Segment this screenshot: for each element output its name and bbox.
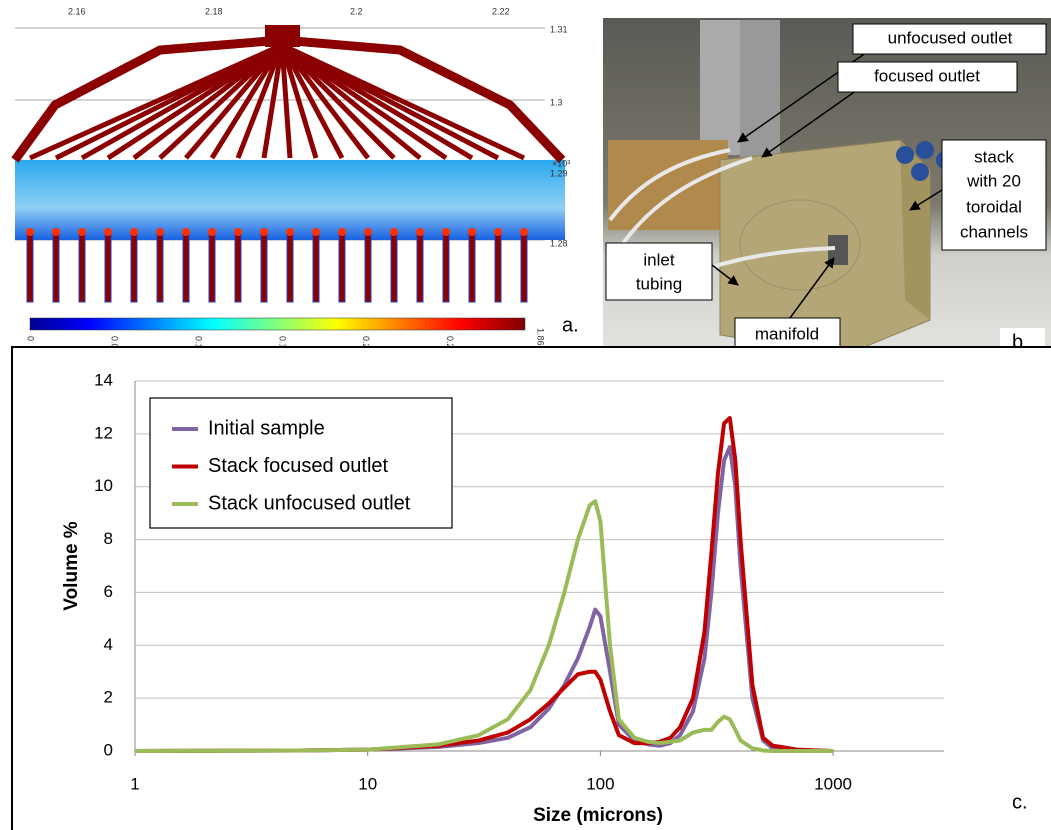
panel-b: unfocused outlet focused outlet stack wi… xyxy=(603,18,1051,358)
legend-label: Initial sample xyxy=(208,417,325,439)
colorbar-tick-label: 0 xyxy=(26,336,36,341)
annotation: with 20 xyxy=(966,171,1021,190)
outlet-tube xyxy=(27,232,33,302)
outlet-tube xyxy=(131,232,137,302)
x-tick-label: 2.16 xyxy=(68,6,86,16)
outlet-hotspot xyxy=(416,228,424,236)
outlet-hotspot xyxy=(26,228,34,236)
panel-a: 2.16 2.18 2.2 2.22 1.31 1.3 ×10³ 1.29 1.… xyxy=(15,6,579,353)
annotation: focused outlet xyxy=(874,66,980,85)
x-tick-label: 2.22 xyxy=(492,6,510,16)
outlet-hotspot xyxy=(520,228,528,236)
photo-object xyxy=(740,20,780,160)
legend-label: Stack focused outlet xyxy=(208,455,389,477)
outlet-tube xyxy=(469,232,475,302)
outlet-hotspot xyxy=(52,228,60,236)
figure: 2.16 2.18 2.2 2.22 1.31 1.3 ×10³ 1.29 1.… xyxy=(0,0,1051,830)
outlet-hotspot xyxy=(312,228,320,236)
annotation: inlet xyxy=(643,250,674,269)
panel-label: c. xyxy=(1012,791,1028,813)
outlet-tube xyxy=(53,232,59,302)
outlet-tube xyxy=(79,232,85,302)
outlet-hotspot xyxy=(234,228,242,236)
x-tick-label: 10 xyxy=(358,774,377,793)
y-tick-label: 12 xyxy=(94,423,113,442)
outlet-hotspot xyxy=(442,228,450,236)
annotation: stack xyxy=(974,147,1014,166)
exponent: ×10³ xyxy=(552,158,570,168)
x-tick-label: 100 xyxy=(586,774,614,793)
y-axis-title: Volume % xyxy=(61,521,82,610)
outlet-tube xyxy=(521,232,527,302)
outlet-tube xyxy=(365,232,371,302)
outlet-tube xyxy=(105,232,111,302)
colorbar-max: 1.86 xyxy=(536,328,546,346)
x-tick-label: 1 xyxy=(130,774,139,793)
outlet-hotspot xyxy=(208,228,216,236)
y-tick-label: 10 xyxy=(94,476,113,495)
outlet-hotspot xyxy=(78,228,86,236)
outlet-hotspot xyxy=(390,228,398,236)
legend-label: Stack unfocused outlet xyxy=(208,492,411,514)
panel-label: a. xyxy=(562,314,579,336)
outlet-hotspot xyxy=(104,228,112,236)
outlet-tube xyxy=(495,232,501,302)
annotation: unfocused outlet xyxy=(888,28,1013,47)
x-tick-label: 1000 xyxy=(814,774,852,793)
y-tick-label: 14 xyxy=(94,370,113,389)
outlet-tube xyxy=(287,232,293,302)
outlet-tube xyxy=(339,232,345,302)
annotation: tubing xyxy=(636,274,682,293)
y-tick-label: 4 xyxy=(104,635,113,654)
branch xyxy=(282,45,368,158)
outlet-tube xyxy=(417,232,423,302)
annotation: channels xyxy=(960,222,1028,241)
annotation: manifold xyxy=(755,324,819,343)
y-tick-label: 6 xyxy=(104,582,113,601)
y-tick-label: 8 xyxy=(104,529,113,548)
outlet-tube xyxy=(235,232,241,302)
outlet-tube xyxy=(209,232,215,302)
outlet-tube xyxy=(183,232,189,302)
y-tick-label: 1.29 xyxy=(550,168,568,178)
colorbar xyxy=(30,318,525,330)
outlet-tube xyxy=(443,232,449,302)
photo-object xyxy=(700,20,740,155)
outlet-tube xyxy=(313,232,319,302)
outlet-hotspot xyxy=(130,228,138,236)
x-axis-title: Size (microns) xyxy=(533,805,663,826)
outlet-hotspot xyxy=(260,228,268,236)
outlet-hotspot xyxy=(468,228,476,236)
y-tick-label: 1.28 xyxy=(550,238,568,248)
outlet-tube xyxy=(261,232,267,302)
y-tick-label: 2 xyxy=(104,688,113,707)
x-tick-label: 2.2 xyxy=(350,6,363,16)
inlet xyxy=(265,25,300,47)
x-tick-label: 2.18 xyxy=(205,6,223,16)
y-tick-label: 1.31 xyxy=(550,24,568,34)
outlet-tube xyxy=(391,232,397,302)
outlet-hotspot xyxy=(156,228,164,236)
y-tick-label: 0 xyxy=(104,740,113,759)
outlet-hotspot xyxy=(494,228,502,236)
outlet-hotspot xyxy=(338,228,346,236)
outlet-tube xyxy=(157,232,163,302)
outlet-hotspot xyxy=(364,228,372,236)
annotation: toroidal xyxy=(966,197,1022,216)
outlet-hotspot xyxy=(286,228,294,236)
outlet-hotspot xyxy=(182,228,190,236)
y-tick-label: 1.3 xyxy=(550,97,563,107)
